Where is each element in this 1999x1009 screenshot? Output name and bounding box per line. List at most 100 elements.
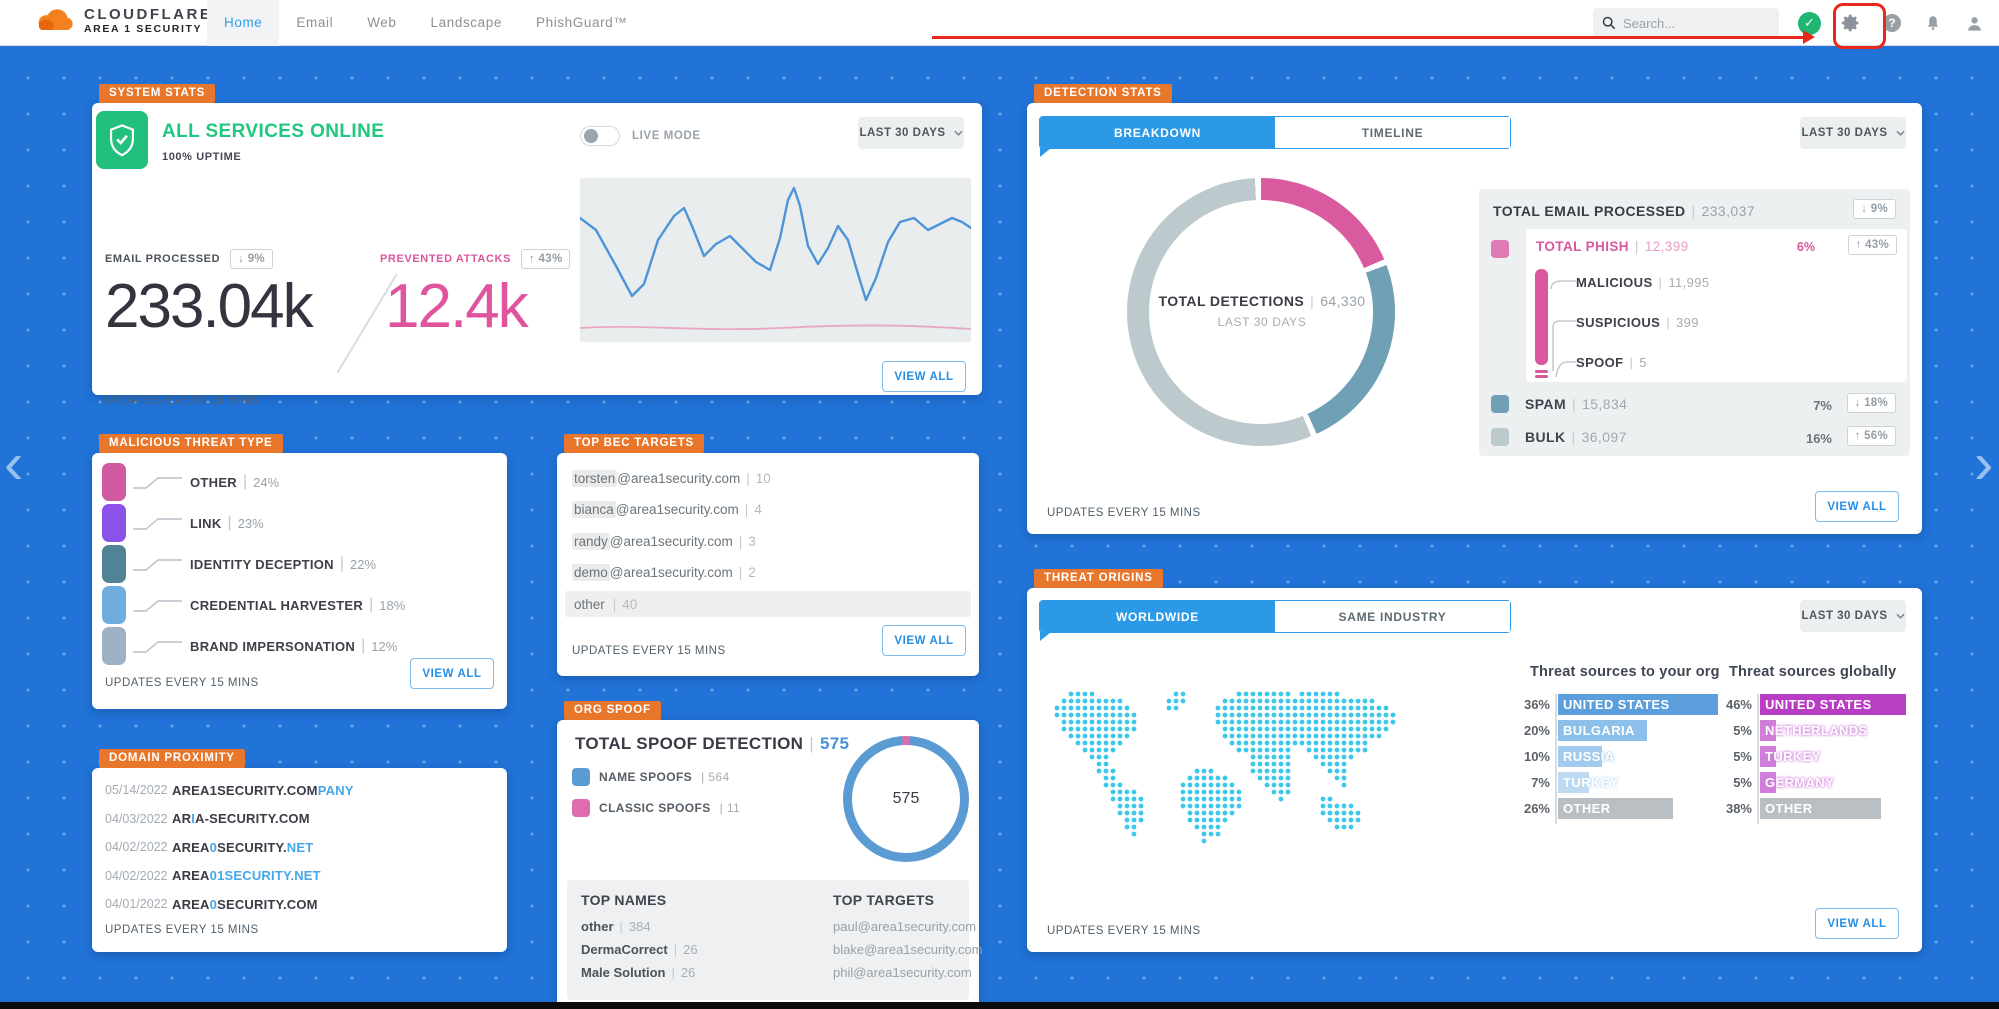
header-actions: ✓ ? <box>1593 0 1985 46</box>
top-name-row: other | 384 <box>581 918 651 934</box>
phish-child-row: SPOOF | 5 <box>1576 355 1647 370</box>
detection-tab-breakdown[interactable]: BREAKDOWN <box>1040 117 1275 157</box>
system-range-dropdown[interactable]: LAST 30 DAYS <box>858 117 964 149</box>
top-name-row: DermaCorrect | 26 <box>581 941 698 957</box>
detection-stats-card: DETECTION STATS BREAKDOWN TIMELINE LAST 3… <box>1027 84 1922 534</box>
origins-range-dropdown[interactable]: LAST 30 DAYS <box>1800 600 1906 632</box>
top-names-title: TOP NAMES <box>581 892 667 908</box>
user-icon[interactable] <box>1963 12 1985 34</box>
threat-origins-card: THREAT ORIGINS WORLDWIDE SAME INDUSTRY LA… <box>1027 569 1922 952</box>
threat-type-label: LINK <box>190 515 222 531</box>
bec-target-row[interactable]: bianca @area1security.com | 4 <box>572 501 762 518</box>
detection-row-pct: 7% <box>1813 398 1832 413</box>
prevented-attacks-delta: ↑ 43% <box>521 249 571 269</box>
threat-type-swatch <box>102 504 126 542</box>
org-bar-pct: 10% <box>1523 749 1550 764</box>
org-sources-title: Threat sources to your org <box>1530 664 1720 680</box>
domain-date: 04/02/2022 <box>105 868 168 883</box>
origins-tab-worldwide[interactable]: WORLDWIDE <box>1040 601 1275 641</box>
org-bar-pct: 7% <box>1531 775 1550 790</box>
bec-target-user: randy <box>572 532 610 550</box>
domain-row[interactable]: 04/02/2022 AREA0SECURITY.NET <box>105 839 313 855</box>
global-bar-row: 5% GERMANY <box>1733 772 1980 793</box>
threat-type-row: BRAND IMPERSONATION | 12% <box>102 627 397 665</box>
domain-row[interactable]: 04/01/2022 AREA0SECURITY.COM <box>105 896 318 912</box>
domain-row[interactable]: 04/02/2022 AREA01SECURITY.NET <box>105 868 321 884</box>
system-stats-badge: SYSTEM STATS <box>99 84 216 103</box>
org-bar-label: UNITED STATES <box>1563 697 1670 712</box>
detection-view-all-button[interactable]: VIEW ALL <box>1815 491 1899 522</box>
bec-target-domain: @area1security.com <box>609 565 733 580</box>
mtt-updates-note: UPDATES EVERY 15 MINS <box>105 677 259 689</box>
org-bar <box>1558 746 1602 767</box>
origins-view-all-button[interactable]: VIEW ALL <box>1815 908 1899 939</box>
domain-row[interactable]: 05/14/2022 AREA1SECURITY.COMPANY <box>105 782 354 798</box>
bec-target-row[interactable]: torsten @area1security.com | 10 <box>572 469 771 487</box>
search-box[interactable] <box>1593 8 1779 38</box>
domain-name: AREA0SECURITY.COM <box>172 896 318 912</box>
detection-row-label: SPAM | 15,834 <box>1525 396 1628 412</box>
org-bar-pct: 20% <box>1523 723 1550 738</box>
global-bar <box>1760 772 1776 793</box>
phish-bar <box>1535 269 1548 365</box>
uptime-label: 100% UPTIME <box>162 151 242 163</box>
domain-date: 05/14/2022 <box>105 783 168 797</box>
global-bar-label: TURKEY <box>1765 749 1821 764</box>
live-mode-toggle[interactable] <box>580 126 620 146</box>
prevented-attacks-value: 12.4k <box>385 272 529 341</box>
email-processed-value: 233.04k <box>105 272 314 341</box>
org-bar-row: 7% TURKEY <box>1531 772 1778 793</box>
carousel-next-icon[interactable]: › <box>1974 431 1994 496</box>
nav-landscape[interactable]: Landscape <box>430 15 502 30</box>
carousel-prev-icon[interactable]: ‹ <box>4 431 24 496</box>
phish-child-row: SUSPICIOUS | 399 <box>1576 315 1699 330</box>
bec-target-count: 2 <box>748 565 756 580</box>
nav-phishguard[interactable]: PhishGuard™ <box>535 15 628 30</box>
domain-name: AREA1SECURITY.COMPANY <box>172 782 354 798</box>
top-bec-targets-badge: TOP BEC TARGETS <box>564 434 704 453</box>
top-target-row: paul@area1security.com <box>833 918 977 934</box>
top-nav: CLOUDFLARE AREA 1 SECURITY Home Email Web L… <box>0 0 1999 46</box>
nav-email[interactable]: Email <box>296 15 334 30</box>
detection-tab-timeline[interactable]: TIMELINE <box>1275 117 1510 148</box>
nav-home[interactable]: Home <box>207 0 280 46</box>
domain-row[interactable]: 04/03/2022 ARIA-SECURITY.COM <box>105 811 310 827</box>
shield-check-icon: ✓ <box>1798 11 1821 35</box>
detection-row-pct: 16% <box>1805 431 1832 446</box>
detection-row-delta: ↑ 56% <box>1846 426 1896 446</box>
bec-target-row[interactable]: randy @area1security.com | 3 <box>572 532 756 550</box>
phish-legend-swatch <box>1491 240 1509 258</box>
settings-gear-icon[interactable] <box>1840 12 1862 34</box>
spoof-donut-value: 575 <box>892 790 920 807</box>
domain-proximity-card: DOMAIN PROXIMITY 05/14/2022 AREA1SECURITY… <box>92 749 507 952</box>
nav-web[interactable]: Web <box>367 15 397 30</box>
origins-tab-sameindustry[interactable]: SAME INDUSTRY <box>1275 601 1510 632</box>
detection-tabs: BREAKDOWN TIMELINE <box>1039 116 1511 157</box>
spoof-total-value: 575 <box>819 734 850 753</box>
annotation-highlight-box <box>1833 3 1886 49</box>
domain-date: 04/01/2022 <box>105 897 168 911</box>
detection-row-swatch <box>1491 395 1509 413</box>
bec-target-row[interactable]: other | 40 <box>565 591 971 617</box>
detection-range-dropdown[interactable]: LAST 30 DAYS <box>1800 117 1906 149</box>
threat-type-value: 22% <box>350 556 377 572</box>
bec-target-user: bianca <box>572 501 616 518</box>
search-input[interactable] <box>1623 15 1763 31</box>
system-view-all-button[interactable]: VIEW ALL <box>882 361 966 392</box>
top-targets-title: TOP TARGETS <box>833 892 935 908</box>
detection-breakdown-panel: TOTAL EMAIL PROCESSED | 233,037 ↓ 9% TOTAL… <box>1479 189 1910 456</box>
legend-label: CLASSIC SPOOFS <box>599 801 711 815</box>
phish-child-row: MALICIOUS | 11,995 <box>1576 275 1710 290</box>
bec-target-row[interactable]: demo @area1security.com | 2 <box>572 564 756 581</box>
bell-icon[interactable] <box>1922 12 1944 34</box>
mtt-view-all-button[interactable]: VIEW ALL <box>410 658 494 689</box>
spoof-donut-chart: 575 <box>843 736 969 862</box>
global-sources-title: Threat sources globally <box>1729 664 1897 680</box>
help-icon[interactable]: ? <box>1881 12 1903 34</box>
connector-line <box>133 518 182 530</box>
system-stats-card: SYSTEM STATS ALL SERVICES ONLINE 100% UP… <box>92 84 982 407</box>
threat-type-row: CREDENTIAL HARVESTER | 18% <box>102 586 405 624</box>
bec-target-user: demo <box>572 564 610 581</box>
bec-view-all-button[interactable]: VIEW ALL <box>882 625 966 656</box>
